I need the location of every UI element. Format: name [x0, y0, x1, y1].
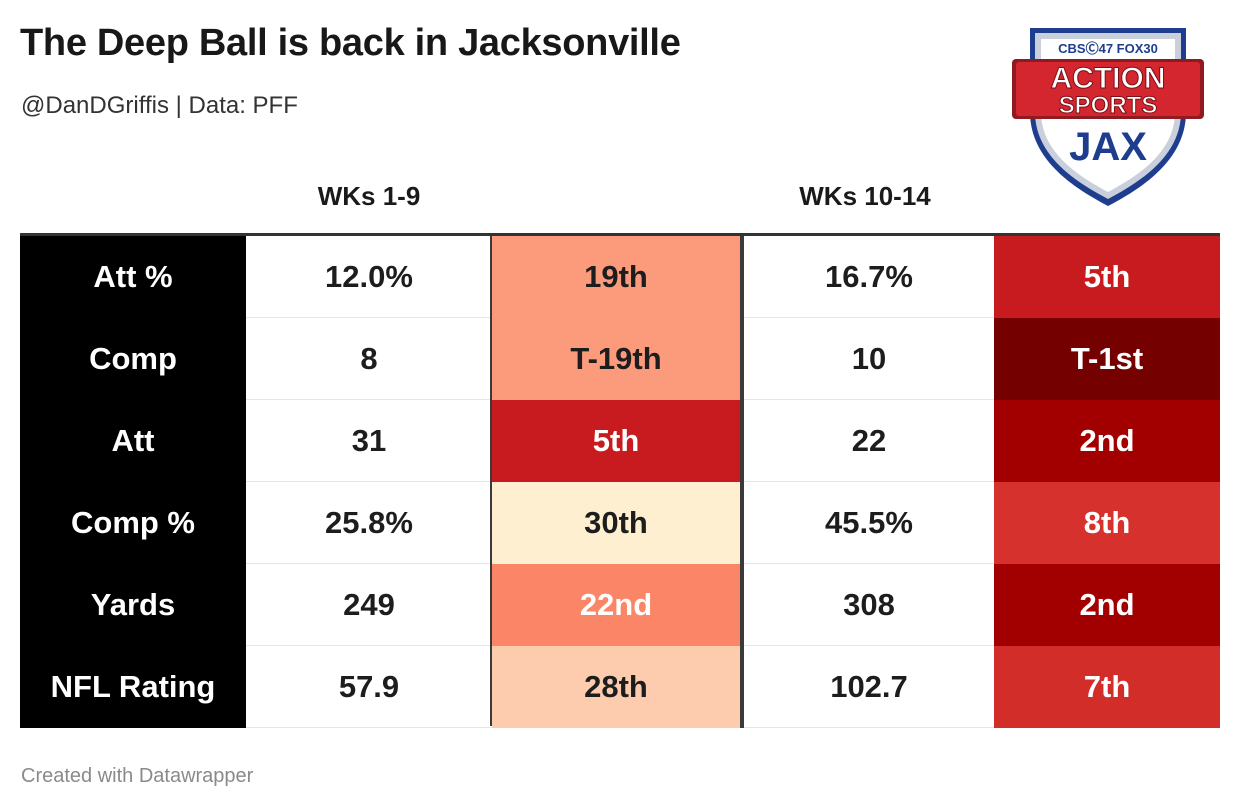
group-header-wks-1-9: WKs 1-9 [317, 181, 421, 211]
wk10-14-rank: 2nd [994, 400, 1220, 482]
column-divider-right [740, 236, 744, 318]
wk1-9-rank: 28th [492, 646, 740, 728]
stats-table: Att % 12.0% 19th 16.7% 5th Comp 8 T-19th 10 T-1st… [20, 233, 1220, 728]
table-row: Att 31 5th 22 2nd [20, 400, 1220, 482]
wk1-9-rank: 5th [492, 400, 740, 482]
wk1-9-rank: 30th [492, 482, 740, 564]
wk10-14-rank: 8th [994, 482, 1220, 564]
table-row: Comp % 25.8% 30th 45.5% 8th [20, 482, 1220, 564]
wk10-14-rank: 5th [994, 236, 1220, 318]
wk1-9-value: 249 [246, 564, 492, 646]
wk1-9-rank: T-19th [492, 318, 740, 400]
table-row: Yards 249 22nd 308 2nd [20, 564, 1220, 646]
wk10-14-rank: 2nd [994, 564, 1220, 646]
column-divider-right [740, 400, 744, 482]
column-divider-right [740, 646, 744, 728]
wk10-14-value: 22 [744, 400, 994, 482]
wk10-14-value: 308 [744, 564, 994, 646]
column-divider-right [740, 318, 744, 400]
row-label: Att [20, 400, 246, 482]
wk1-9-value: 8 [246, 318, 492, 400]
table-top-rule [20, 233, 1220, 236]
wk1-9-rank: 22nd [492, 564, 740, 646]
column-divider-right [740, 482, 744, 564]
row-label: Yards [20, 564, 246, 646]
wk1-9-value: 25.8% [246, 482, 492, 564]
wk1-9-value: 31 [246, 400, 492, 482]
wk1-9-value: 57.9 [246, 646, 492, 728]
table-row: Comp 8 T-19th 10 T-1st [20, 318, 1220, 400]
logo-jax-text: JAX [1069, 125, 1147, 169]
row-label: NFL Rating [20, 646, 246, 728]
logo-action-text: ACTION [1051, 62, 1166, 95]
wk10-14-value: 16.7% [744, 236, 994, 318]
wk10-14-value: 10 [744, 318, 994, 400]
wk1-9-value: 12.0% [246, 236, 492, 318]
wk1-9-rank: 19th [492, 236, 740, 318]
row-label: Comp % [20, 482, 246, 564]
wk10-14-value: 45.5% [744, 482, 994, 564]
wk10-14-value: 102.7 [744, 646, 994, 728]
action-sports-jax-logo: CBSⒸ47 FOX30 ACTION SPORTS JAX [1012, 28, 1204, 206]
column-divider-left [490, 236, 492, 726]
group-header-wks-10-14: WKs 10-14 [799, 181, 931, 211]
logo-sports-text: SPORTS [1059, 92, 1158, 119]
row-label: Comp [20, 318, 246, 400]
wk10-14-rank: 7th [994, 646, 1220, 728]
table-row: NFL Rating 57.9 28th 102.7 7th [20, 646, 1220, 728]
logo-station-text: CBSⒸ47 FOX30 [1058, 41, 1158, 56]
wk10-14-rank: T-1st [994, 318, 1220, 400]
datawrapper-credit: Created with Datawrapper [21, 765, 254, 787]
chart-title: The Deep Ball is back in Jacksonville [20, 22, 681, 64]
chart-subtitle: @DanDGriffis | Data: PFF [21, 92, 298, 119]
table-row: Att % 12.0% 19th 16.7% 5th [20, 236, 1220, 318]
column-divider-right [740, 564, 744, 646]
row-label: Att % [20, 236, 246, 318]
